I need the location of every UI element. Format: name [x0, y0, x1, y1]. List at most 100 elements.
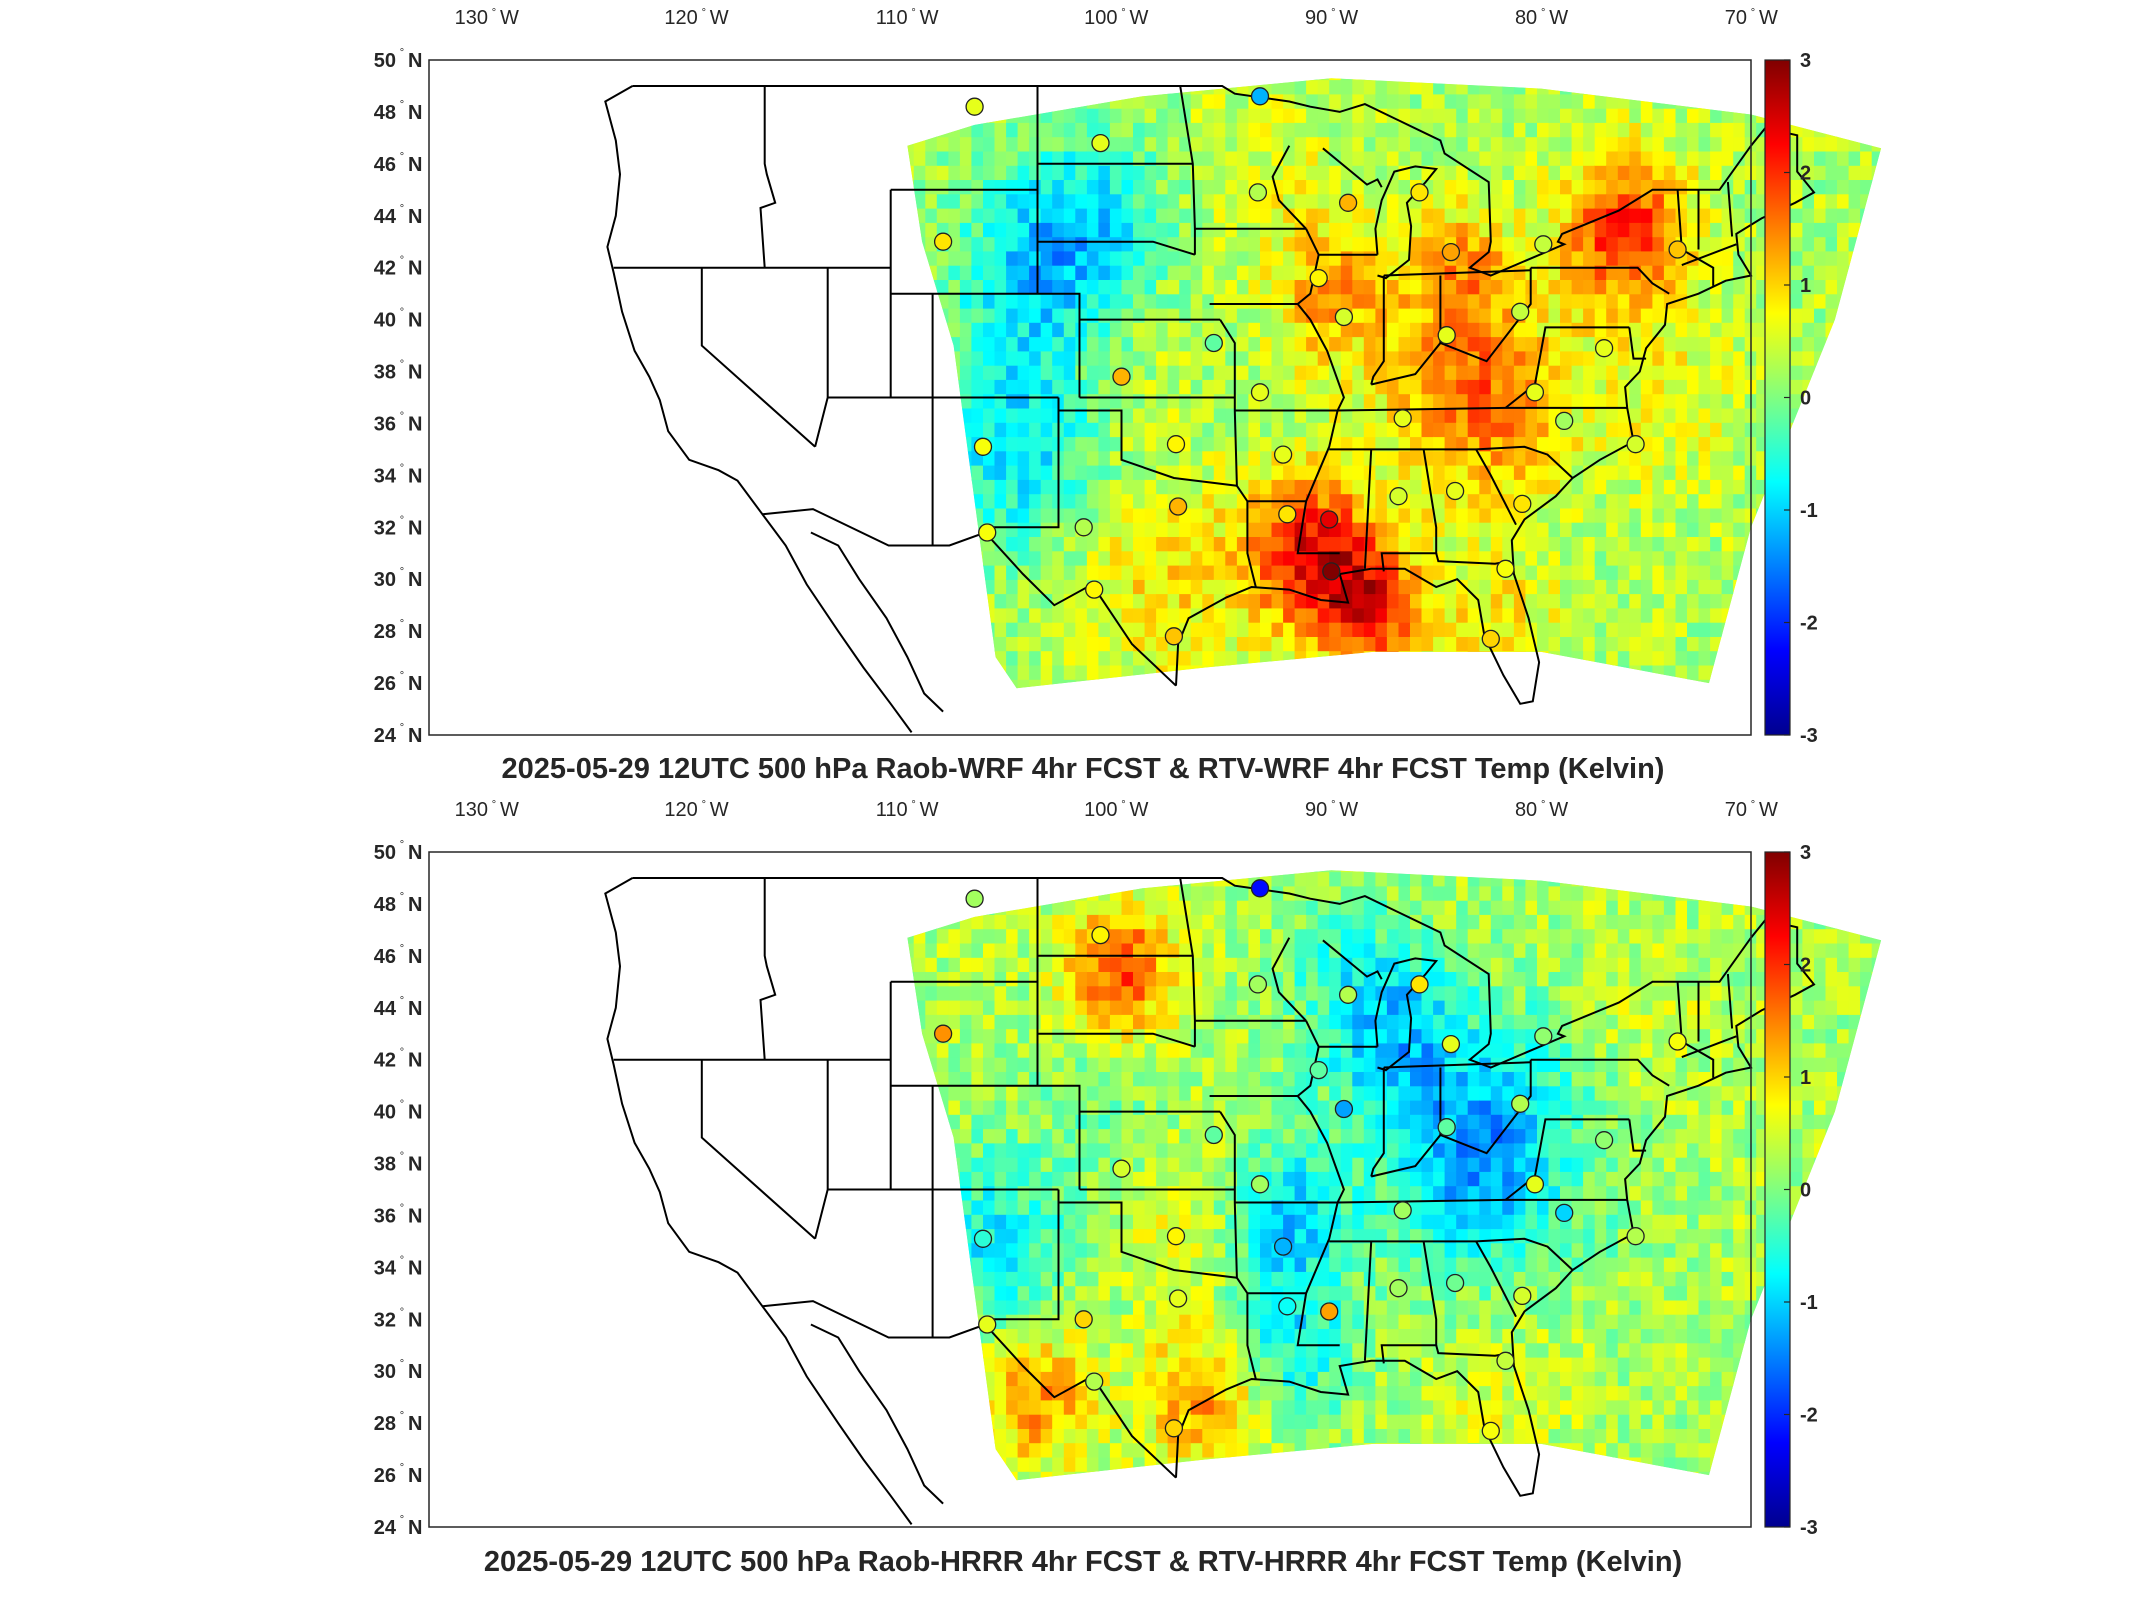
field-cell [1064, 365, 1076, 380]
field-cell [1087, 279, 1099, 294]
field-cell [1883, 565, 1895, 580]
field-cell [1087, 465, 1099, 480]
field-cell [971, 1171, 983, 1186]
field-cell [1006, 622, 1018, 637]
field-cell [1514, 122, 1526, 137]
field-cell [1179, 179, 1191, 194]
field-cell [1883, 651, 1895, 666]
field-cell [1364, 222, 1376, 237]
field-cell [1572, 608, 1584, 623]
field-cell [1029, 165, 1041, 180]
field-cell [1502, 479, 1514, 494]
field-cell [1618, 422, 1630, 437]
field-cell [1710, 451, 1722, 466]
field-cell [1006, 365, 1018, 380]
field-cell [1133, 337, 1145, 352]
field-cell [1018, 622, 1030, 637]
field-cell [1491, 294, 1503, 309]
field-cell [1849, 65, 1861, 80]
field-cell [1502, 237, 1514, 252]
field-cell [1410, 151, 1422, 166]
field-cell [1802, 651, 1814, 666]
field-cell [1364, 508, 1376, 523]
field-cell [1179, 351, 1191, 366]
field-cell [1006, 1114, 1018, 1129]
field-cell [1410, 94, 1422, 109]
field-cell [1722, 322, 1734, 337]
field-cell [1491, 608, 1503, 623]
field-cell [1168, 294, 1180, 309]
field-cell [1260, 594, 1272, 609]
field-cell [1225, 551, 1237, 566]
field-cell [1075, 394, 1087, 409]
field-cell [1641, 322, 1653, 337]
field-cell [1860, 536, 1872, 551]
field-cell [1191, 465, 1203, 480]
field-cell [1272, 337, 1284, 352]
longitude-label: 120 [664, 799, 697, 821]
field-cell [1826, 108, 1838, 123]
field-cell [1018, 1086, 1030, 1101]
field-cell [1399, 508, 1411, 523]
field-cell [1652, 436, 1664, 451]
field-cell [1514, 194, 1526, 209]
field-cell [1283, 379, 1295, 394]
field-cell [1018, 1228, 1030, 1243]
field-cell [1537, 194, 1549, 209]
field-cell [1399, 322, 1411, 337]
field-cell [1098, 365, 1110, 380]
field-cell [1006, 1186, 1018, 1201]
field-cell [1502, 622, 1514, 637]
field-cell [1202, 122, 1214, 137]
field-cell [1237, 165, 1249, 180]
field-cell [1248, 237, 1260, 252]
field-cell [1156, 479, 1168, 494]
field-cell [1248, 337, 1260, 352]
field-cell [1549, 137, 1561, 152]
field-cell [1202, 279, 1214, 294]
field-cell [1156, 351, 1168, 366]
field-cell [1018, 943, 1030, 958]
field-cell [983, 151, 995, 166]
field-cell [1018, 1243, 1030, 1258]
field-cell [1826, 551, 1838, 566]
field-cell [971, 1214, 983, 1229]
field-cell [1295, 194, 1307, 209]
degree-symbol: ° [400, 1358, 404, 1370]
field-cell [1006, 379, 1018, 394]
field-cell [1733, 308, 1745, 323]
field-cell [1191, 337, 1203, 352]
field-cell [1687, 379, 1699, 394]
field-cell [1352, 608, 1364, 623]
field-cell [983, 1271, 995, 1286]
field-cell [1641, 379, 1653, 394]
field-cell [1872, 522, 1884, 537]
field-cell [1814, 179, 1826, 194]
field-cell [1849, 479, 1861, 494]
field-cell [1699, 108, 1711, 123]
field-cell [1052, 322, 1064, 337]
field-cell [1537, 122, 1549, 137]
field-cell [1052, 194, 1064, 209]
field-cell [960, 1086, 972, 1101]
field-cell [1664, 122, 1676, 137]
field-cell [1006, 1171, 1018, 1186]
field-cell [1537, 294, 1549, 309]
field-cell [1802, 551, 1814, 566]
field-cell [1456, 579, 1468, 594]
field-cell [1606, 365, 1618, 380]
field-cell [1618, 522, 1630, 537]
field-cell [1237, 137, 1249, 152]
field-cell [1156, 594, 1168, 609]
field-cell [1098, 208, 1110, 223]
field-cell [983, 179, 995, 194]
field-cell [1029, 179, 1041, 194]
field-cell [1549, 322, 1561, 337]
field-cell [1018, 1029, 1030, 1044]
field-cell [1860, 422, 1872, 437]
field-cell [1618, 108, 1630, 123]
field-cell [1052, 251, 1064, 266]
field-cell [937, 1057, 949, 1072]
field-cell [1537, 594, 1549, 609]
field-cell [1445, 508, 1457, 523]
